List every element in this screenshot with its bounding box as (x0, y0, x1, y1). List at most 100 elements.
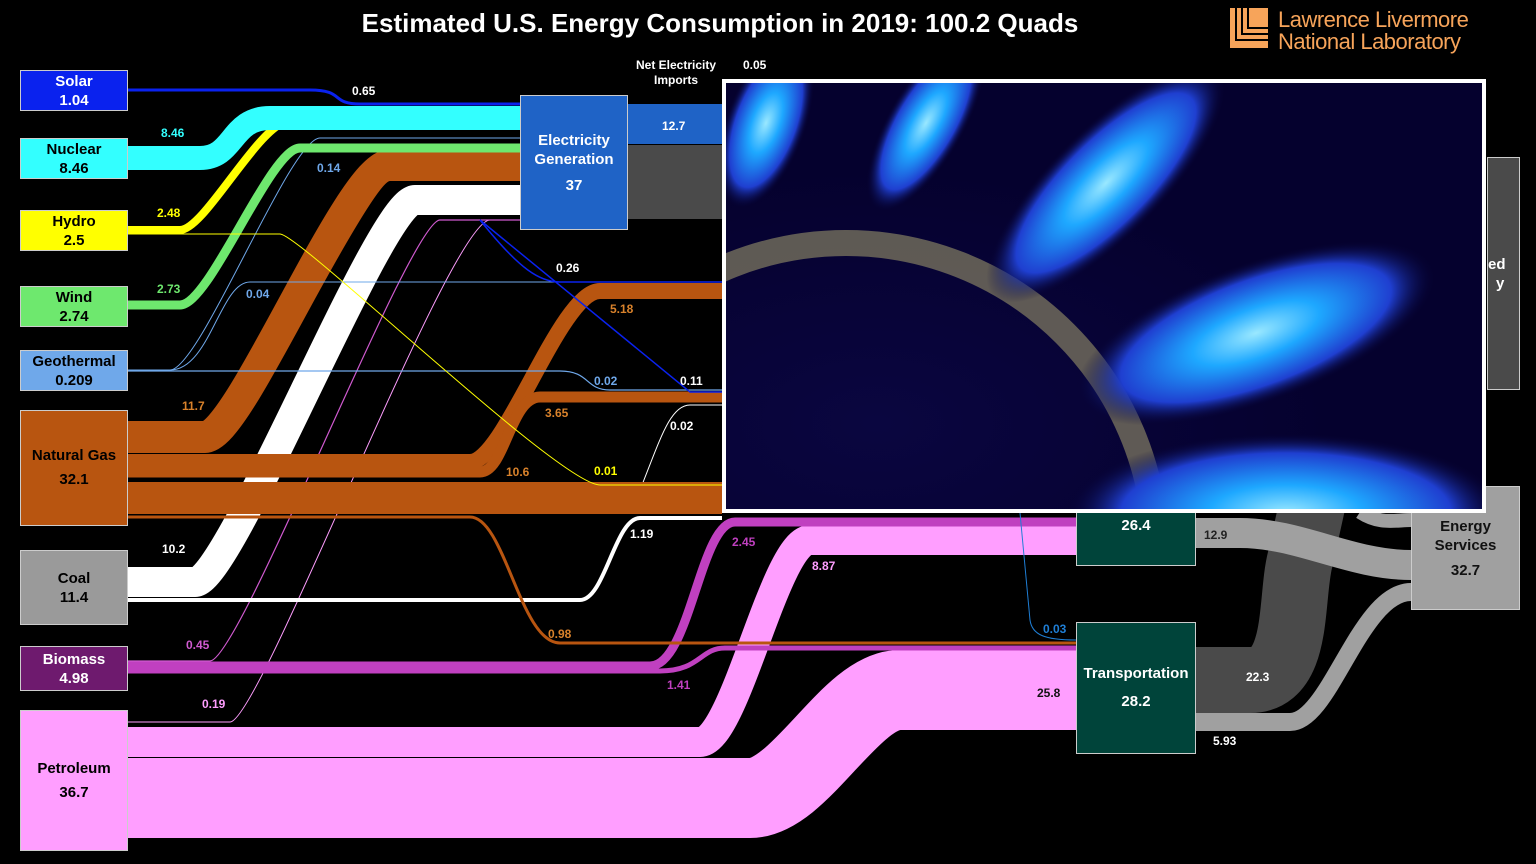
flow-geo-residential (127, 281, 722, 371)
flow-label: 0.02 (670, 419, 694, 433)
node-geothermal[interactable]: Geothermal 0.209 (20, 350, 128, 391)
node-label: Solar (55, 72, 93, 90)
flow-label: 11.7 (182, 399, 205, 413)
node-label-2: Services (1434, 536, 1497, 554)
node-rejected-energy[interactable]: ed y (1487, 157, 1520, 390)
node-label-partial-1: ed (1488, 255, 1506, 273)
node-label: Transportation (1083, 665, 1189, 682)
llnl-logo-icon (1230, 8, 1268, 48)
flow-elec-transport (1019, 512, 1077, 641)
node-value: 11.4 (59, 588, 89, 606)
flow-label: 0.45 (186, 638, 210, 652)
logo-line-2: National Laboratory (1278, 29, 1461, 54)
flow-hydro-industrial (127, 233, 722, 486)
imports-line-2: Imports (654, 73, 699, 87)
node-value: 26.4 (1121, 517, 1151, 534)
flow-label: 2.45 (732, 535, 756, 549)
node-label-2: Generation (534, 150, 614, 168)
flow-label: 0.11 (680, 374, 703, 388)
node-label: Petroleum (37, 759, 111, 777)
flow-label: 5.93 (1213, 734, 1237, 748)
flow-coal-elec (127, 185, 520, 597)
flow-label: 5.18 (610, 302, 634, 316)
node-value: 2.5 (63, 231, 85, 249)
node-label-1: Electricity (538, 131, 610, 149)
chart-title: Estimated U.S. Energy Consumption in 201… (361, 8, 1079, 38)
flow-label: 25.8 (1037, 686, 1061, 700)
node-label: Natural Gas (31, 447, 117, 464)
node-label: Hydro (52, 212, 96, 230)
flow-label: 12.9 (1204, 528, 1228, 542)
flow-label: 3.65 (545, 406, 569, 420)
logo-line-1: Lawrence Livermore (1278, 7, 1469, 32)
flow-biomass-transport (127, 645, 1076, 674)
flow-coal-industrial (127, 516, 722, 602)
node-label-1: Energy (1440, 517, 1491, 535)
flow-industrial-services (1195, 518, 1412, 580)
node-label: Biomass (42, 650, 106, 668)
flow-nuclear-elec (127, 106, 520, 170)
node-value: 4.98 (59, 669, 89, 687)
flow-label: 8.46 (161, 126, 185, 140)
flow-solar-elec (127, 88, 520, 106)
imports-line-1: Net Electricity (636, 58, 717, 72)
node-label: Nuclear (46, 140, 102, 158)
flow-biomass-industrial (127, 517, 1076, 671)
node-label: Geothermal (32, 352, 116, 370)
flow-petroleum-transport (127, 650, 1076, 838)
node-value: 0.209 (55, 371, 93, 389)
flow-coal-commercial (639, 404, 722, 491)
flow-biomass-elec (127, 219, 520, 662)
node-label: Wind (55, 288, 93, 306)
node-value: 36.7 (59, 783, 89, 801)
node-coal[interactable]: Coal 11.4 (20, 550, 128, 625)
flow-label: 0.19 (202, 697, 226, 711)
node-value: 2.74 (59, 307, 89, 325)
node-label-partial-2: y (1496, 274, 1505, 292)
gas-flame-photo (722, 79, 1486, 513)
flow-wind-elec (127, 143, 520, 310)
node-value: 37 (565, 176, 583, 194)
flow-label: 0.26 (556, 261, 580, 275)
node-solar[interactable]: Solar 1.04 (20, 70, 128, 111)
flow-label: 1.41 (667, 678, 691, 692)
node-natural-gas[interactable]: Natural Gas 32.1 (20, 410, 128, 526)
flow-gas-residential (127, 283, 722, 470)
flow-transport-services (1195, 583, 1413, 731)
gas-burner-flames-image (726, 83, 1482, 509)
flow-services-top (1356, 505, 1412, 528)
flow-label: 10.6 (506, 465, 530, 479)
flow-solar-commercial (479, 219, 722, 393)
node-value: 8.46 (59, 159, 89, 177)
flow-label: 8.87 (812, 559, 836, 573)
flow-label: 10.2 (162, 542, 186, 556)
flow-label: 2.48 (157, 206, 181, 220)
node-value: 32.7 (1450, 561, 1481, 579)
node-transportation[interactable]: Transportation 28.2 (1076, 622, 1196, 754)
flow-petroleum-industrial (127, 525, 1076, 757)
flow-transport-rejected (1195, 372, 1373, 713)
node-value: 32.1 (59, 471, 89, 488)
flow-label: 0.65 (352, 84, 376, 98)
node-electricity-generation[interactable]: Electricity Generation 37 (520, 95, 628, 230)
flow-solar-residential (479, 219, 722, 283)
flow-label: 0.03 (1043, 622, 1067, 636)
node-value: 28.2 (1121, 693, 1151, 710)
node-petroleum[interactable]: Petroleum 36.7 (20, 710, 128, 851)
flow-gas-commercial (127, 391, 722, 478)
flow-label: 0.01 (594, 464, 618, 478)
node-biomass[interactable]: Biomass 4.98 (20, 646, 128, 691)
node-value: 1.04 (59, 91, 89, 109)
flow-label: 1.19 (630, 527, 654, 541)
node-hydro[interactable]: Hydro 2.5 (20, 210, 128, 251)
imports-label: Net Electricity Imports (636, 58, 716, 88)
electricity-out-value: 12.7 (662, 119, 686, 133)
imports-value: 0.05 (743, 58, 767, 72)
llnl-logo: Lawrence Livermore National Laboratory (1230, 6, 1500, 56)
node-nuclear[interactable]: Nuclear 8.46 (20, 138, 128, 179)
node-wind[interactable]: Wind 2.74 (20, 286, 128, 327)
flow-label: 0.04 (246, 287, 270, 301)
node-label: Coal (57, 569, 91, 587)
flow-label: 2.73 (157, 282, 181, 296)
